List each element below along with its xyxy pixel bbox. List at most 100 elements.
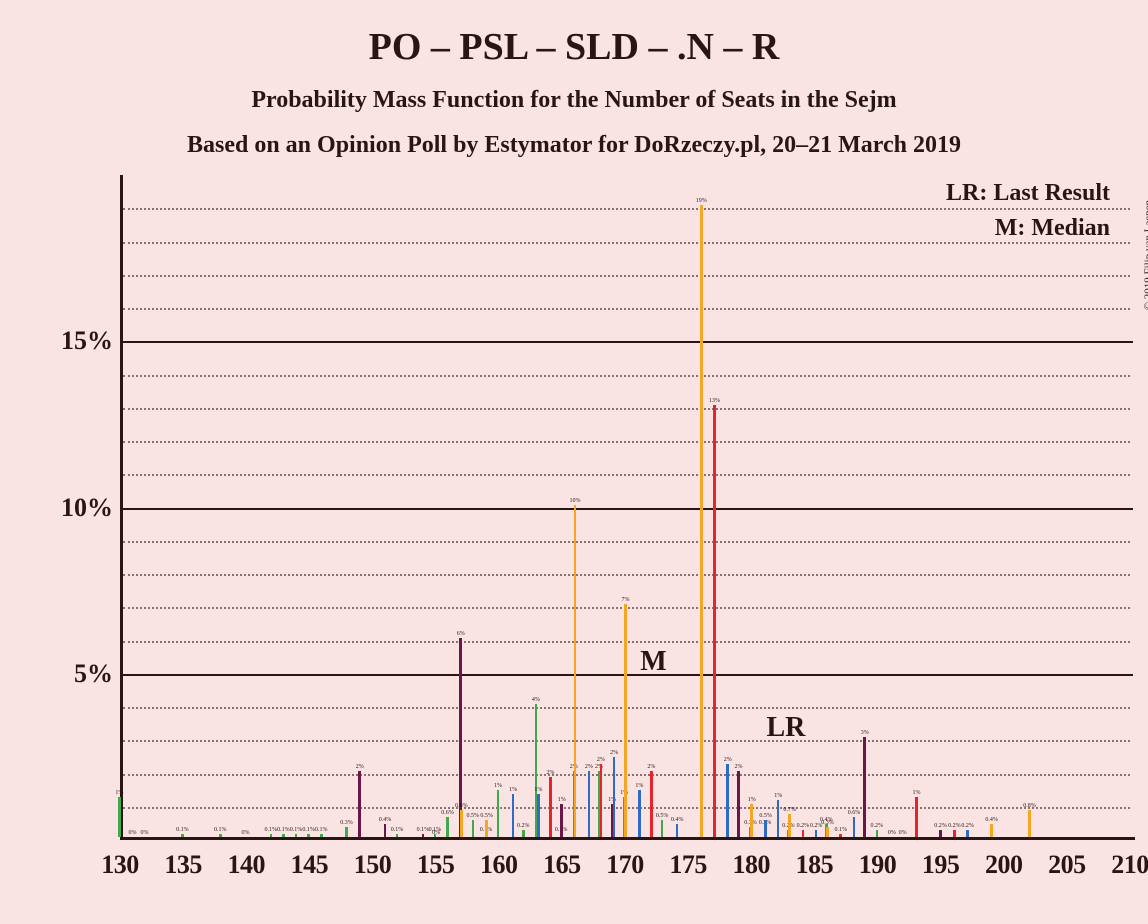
bar-green [270, 834, 273, 837]
bar-label: 0.8% [455, 803, 468, 809]
x-tick-label: 160 [480, 850, 518, 880]
bar-label: 0% [432, 830, 440, 836]
gridline [123, 441, 1130, 443]
bar-label: 1% [774, 793, 782, 799]
bar-label: 0.2% [961, 823, 974, 829]
bar-label: 0.6% [441, 810, 454, 816]
bar-label: 0.2% [934, 823, 947, 829]
legend-m: M: Median [995, 215, 1110, 242]
gridline [123, 474, 1130, 476]
y-tick-label: 10% [61, 493, 113, 523]
bar-red [549, 777, 552, 837]
marker-M: M [640, 646, 666, 678]
bar-label: 0.6% [848, 810, 861, 816]
x-tick-label: 210 [1111, 850, 1148, 880]
bar-label: 1% [494, 783, 502, 789]
bar-green [282, 834, 285, 837]
bar-darkpurple [737, 771, 740, 838]
bar-blue [966, 830, 969, 837]
bar-blue [764, 820, 767, 837]
gridline [123, 275, 1130, 277]
bar-orange [460, 810, 463, 837]
x-axis [120, 837, 1135, 840]
legend-lr: LR: Last Result [946, 180, 1110, 207]
gridline [123, 541, 1130, 543]
bar-label: 1% [558, 797, 566, 803]
bar-label: 0.1% [214, 827, 227, 833]
bar-label: 7% [622, 597, 630, 603]
bar-green [661, 820, 664, 837]
bar-label: 0.1% [176, 827, 189, 833]
bar-label: 2% [724, 757, 732, 763]
x-tick-label: 175 [669, 850, 707, 880]
bar-red [915, 797, 918, 837]
bar-label: 3% [861, 730, 869, 736]
bar-green [522, 830, 525, 837]
x-tick-label: 165 [543, 850, 581, 880]
x-tick-label: 170 [606, 850, 644, 880]
chart-subtitle-1: Probability Mass Function for the Number… [0, 87, 1148, 114]
bar-label: 0.4% [671, 817, 684, 823]
bar-green [446, 817, 449, 837]
bar-label: 1% [509, 787, 517, 793]
y-tick-label: 5% [74, 659, 113, 689]
bar-green [219, 834, 222, 837]
bar-red [713, 405, 716, 837]
bar-label: 0.1% [417, 827, 430, 833]
bar-orange [750, 804, 753, 837]
copyright-text: © 2019 Filip van Laenen [1142, 200, 1148, 310]
bar-label: 0.4% [985, 817, 998, 823]
bar-green [320, 834, 323, 837]
bar-label: 2% [585, 764, 593, 770]
gridline [123, 341, 1133, 343]
bar-label: 0.1% [277, 827, 290, 833]
bar-orange [485, 820, 488, 837]
bar-blue [613, 757, 616, 837]
bar-label: 0.2% [797, 823, 810, 829]
x-tick-label: 140 [228, 850, 266, 880]
bar-darkpurple [863, 737, 866, 837]
x-tick-label: 190 [859, 850, 897, 880]
bar-blue [588, 771, 591, 838]
bar-label: 0.4% [379, 817, 392, 823]
bar-label: 0.3% [340, 820, 353, 826]
plot-area: 1%0%0.1%0.1%0%0.1%0.1%0.1%0.1%0.1%0.3%0.… [120, 175, 1130, 840]
x-tick-label: 185 [796, 850, 834, 880]
bar-label: 6% [457, 631, 465, 637]
gridline [123, 574, 1130, 576]
x-tick-label: 200 [985, 850, 1023, 880]
bar-label: 0.8% [1023, 803, 1036, 809]
bar-orange [1028, 810, 1031, 837]
bar-green [497, 790, 500, 837]
bar-label: 2% [356, 764, 364, 770]
bar-label: 2% [597, 757, 605, 763]
bar-darkpurple [384, 824, 387, 837]
bar-label: 0.1% [265, 827, 278, 833]
bar-blue [853, 817, 856, 837]
bar-label: 0.1% [834, 827, 847, 833]
bar-orange [700, 205, 703, 837]
bar-darkpurple [358, 771, 361, 838]
bar-blue [638, 790, 641, 837]
bar-green [181, 834, 184, 837]
bar-darkpurple [560, 804, 563, 837]
bar-label: 0.1% [391, 827, 404, 833]
bar-label: 19% [696, 198, 707, 204]
bar-red [650, 771, 653, 838]
gridline [123, 308, 1130, 310]
bar-label: 0.5% [656, 813, 669, 819]
bar-label: 0.2% [948, 823, 961, 829]
bar-label: 0.1% [315, 827, 328, 833]
gridline [123, 375, 1130, 377]
bar-label: 0% [899, 830, 907, 836]
bar-green [472, 820, 475, 837]
bar-blue [777, 800, 780, 837]
x-tick-label: 150 [354, 850, 392, 880]
x-tick-label: 195 [922, 850, 960, 880]
bar-label: 0% [888, 830, 896, 836]
bar-green [345, 827, 348, 837]
bar-blue [726, 764, 729, 837]
bar-green [396, 834, 399, 837]
bar-label: 0.2% [871, 823, 884, 829]
bar-blue [512, 794, 515, 837]
